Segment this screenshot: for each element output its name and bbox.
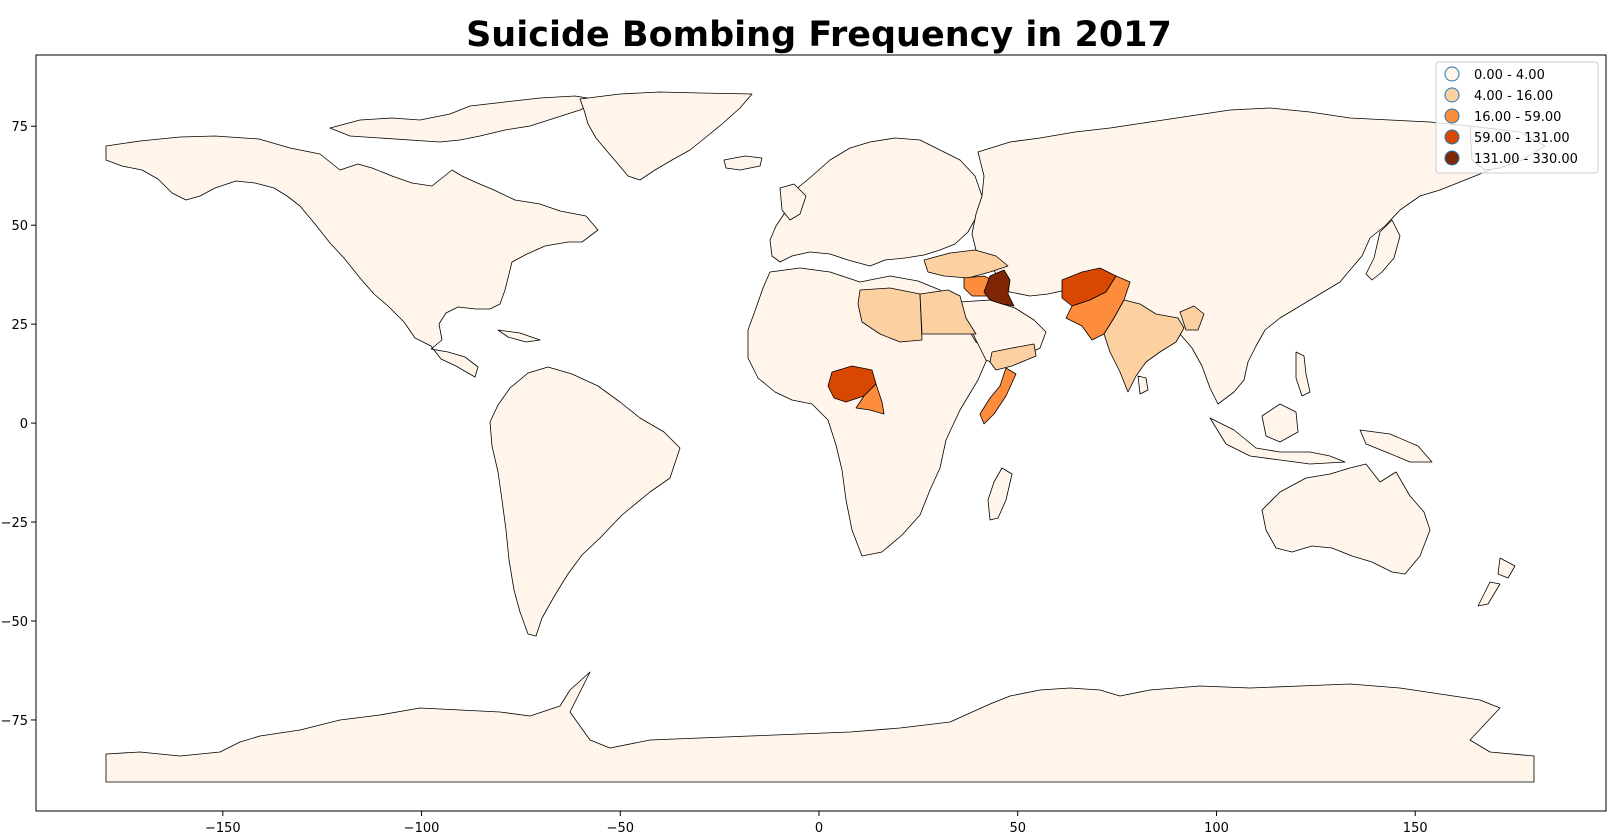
land-madagascar bbox=[987, 467, 1013, 521]
axes-frame bbox=[35, 54, 1607, 812]
legend-label: 16.00 - 59.00 bbox=[1474, 110, 1561, 125]
y-tick-label: −25 bbox=[1, 516, 28, 531]
country-turkey bbox=[923, 249, 1009, 279]
highlight-layer bbox=[827, 249, 1205, 425]
land-borneo bbox=[1261, 403, 1299, 443]
legend: 0.00 - 4.00 4.00 - 16.00 16.00 - 59.00 59.0… bbox=[1435, 61, 1599, 174]
y-tick-label: −75 bbox=[1, 714, 28, 729]
land-philippines bbox=[1295, 351, 1311, 397]
land-layer bbox=[105, 91, 1546, 783]
y-tick-label: −50 bbox=[1, 615, 28, 630]
country-libya bbox=[857, 287, 923, 343]
y-tick-label: 0 bbox=[20, 417, 28, 432]
country-cameroon bbox=[855, 383, 885, 415]
land-north-america bbox=[105, 135, 599, 378]
land-south-america bbox=[489, 366, 681, 637]
land-asia bbox=[971, 107, 1526, 405]
x-tick-label: −150 bbox=[205, 821, 241, 836]
y-axis: 75 50 25 0 −25 −50 −75 bbox=[1, 120, 36, 729]
land-africa bbox=[747, 267, 991, 557]
land-new-guinea bbox=[1359, 429, 1433, 463]
legend-marker bbox=[1444, 108, 1460, 124]
land-arctic-islands bbox=[329, 95, 601, 143]
land-antarctica bbox=[105, 671, 1535, 783]
country-india bbox=[1103, 299, 1185, 393]
legend-label: 131.00 - 330.00 bbox=[1474, 152, 1578, 167]
x-tick-label: −100 bbox=[404, 821, 440, 836]
country-egypt bbox=[919, 289, 977, 335]
x-tick-label: 100 bbox=[1204, 821, 1229, 836]
legend-label: 4.00 - 16.00 bbox=[1474, 89, 1553, 104]
y-tick-label: 50 bbox=[11, 219, 28, 234]
x-tick-label: 50 bbox=[1009, 821, 1026, 836]
land-new-zealand bbox=[1477, 557, 1516, 607]
legend-marker bbox=[1444, 66, 1460, 82]
land-japan bbox=[1365, 219, 1401, 281]
x-tick-label: 150 bbox=[1403, 821, 1428, 836]
land-europe bbox=[769, 137, 983, 267]
land-cuba bbox=[497, 329, 541, 343]
country-bangladesh bbox=[1179, 305, 1205, 331]
land-indonesia bbox=[1209, 417, 1346, 465]
land-iceland bbox=[723, 155, 763, 171]
x-axis: −150 −100 −50 0 50 100 150 bbox=[205, 811, 1428, 836]
land-british-isles bbox=[779, 183, 807, 221]
y-tick-label: 25 bbox=[11, 318, 28, 333]
x-tick-label: 0 bbox=[815, 821, 823, 836]
legend-label: 0.00 - 4.00 bbox=[1474, 68, 1545, 83]
country-iraq bbox=[983, 269, 1015, 307]
land-sri-lanka bbox=[1137, 375, 1149, 395]
legend-marker bbox=[1444, 87, 1460, 103]
x-tick-label: −50 bbox=[607, 821, 634, 836]
country-somalia bbox=[979, 367, 1017, 425]
legend-box bbox=[1435, 61, 1599, 174]
map-title: Suicide Bombing Frequency in 2017 bbox=[466, 15, 1172, 55]
land-greenland bbox=[579, 91, 753, 181]
legend-marker bbox=[1444, 129, 1460, 145]
legend-label: 59.00 - 131.00 bbox=[1474, 131, 1570, 146]
country-yemen bbox=[989, 343, 1037, 371]
land-australia bbox=[1261, 463, 1431, 575]
y-tick-label: 75 bbox=[11, 120, 28, 135]
legend-marker bbox=[1444, 150, 1460, 166]
